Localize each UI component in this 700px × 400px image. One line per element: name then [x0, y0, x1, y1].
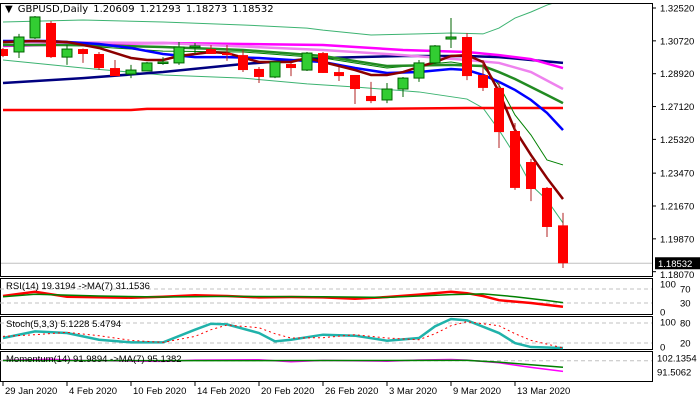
bearish-candle	[462, 37, 472, 77]
bearish-candle	[110, 68, 120, 77]
bullish-candle	[157, 61, 169, 65]
moving-average-line-6	[2, 43, 564, 166]
bearish-candle	[286, 64, 296, 69]
bullish-candle	[413, 62, 425, 79]
bearish-candle	[350, 74, 360, 90]
x-tick-label: 10 Feb 2020	[133, 386, 186, 397]
bearish-candle	[94, 53, 104, 69]
header-high: 1.21293	[139, 4, 181, 15]
indicator-label: Stoch(5,3,3) 5.1228 5.4794	[6, 319, 121, 330]
x-tick-label: 3 Mar 2020	[389, 386, 437, 397]
bearish-candle	[494, 87, 504, 133]
bearish-candle	[318, 53, 328, 73]
bearish-candle	[46, 22, 56, 58]
moving-average-line-7	[3, 43, 564, 105]
bullish-candle	[61, 48, 73, 58]
y-tick-label: 1.23470	[660, 169, 694, 180]
indicator-y-label: 102.1354	[657, 353, 697, 364]
panel-frame-1	[0, 278, 653, 315]
indicator-line-2-1	[2, 359, 564, 368]
x-tick-label: 14 Feb 2020	[197, 386, 250, 397]
bearish-candle	[206, 49, 216, 54]
indicator-y-label: 70	[680, 285, 691, 296]
y-tick-label: 1.27120	[660, 102, 694, 113]
moving-average-line-0	[2, 4, 553, 36]
chart-header: ▼ GBPUSD,Daily 1.20609 1.21293 1.18273 1.1853…	[5, 4, 279, 15]
indicator-y-label: 0	[660, 343, 665, 354]
indicator-y-label: 80	[680, 319, 691, 330]
bearish-candle	[478, 74, 488, 88]
bearish-candle	[254, 68, 264, 77]
bullish-candle	[429, 45, 441, 64]
bullish-candle	[445, 36, 457, 40]
bearish-candle	[238, 55, 248, 71]
indicator-y-label: 100	[660, 318, 676, 329]
moving-average-line-3	[2, 54, 564, 85]
indicator-y-label: 30	[680, 299, 691, 310]
bullish-candle	[125, 69, 137, 75]
indicator-line-0-1	[2, 293, 564, 304]
indicator-y-label: 0	[660, 308, 665, 319]
current-price-label: 1.18532	[658, 259, 692, 270]
x-tick-label: 26 Feb 2020	[325, 386, 378, 397]
collapse-triangle-icon[interactable]: ▼	[5, 4, 13, 15]
y-tick-label: 1.32520	[660, 4, 694, 15]
bullish-candle	[141, 62, 153, 72]
symbol-timeframe: GBPUSD,Daily	[17, 4, 89, 15]
x-tick-label: 13 Mar 2020	[517, 386, 570, 397]
x-tick-label: 29 Jan 2020	[5, 386, 57, 397]
indicator-label: RSI(14) 19.3194 ->MA(7) 31.1536	[6, 281, 150, 292]
bullish-candle	[173, 46, 185, 64]
indicator-y-label: 20	[680, 339, 691, 350]
header-low: 1.18273	[185, 4, 228, 15]
bearish-candle	[334, 72, 344, 77]
bearish-candle	[558, 225, 568, 264]
bearish-candle	[526, 162, 536, 190]
panel-frame-2	[0, 316, 653, 350]
indicator-line-1-0	[2, 317, 564, 350]
moving-average-line-9	[2, 39, 564, 200]
y-tick-label: 1.21670	[660, 201, 694, 212]
bearish-candle	[1, 49, 8, 56]
current-price-box	[655, 257, 700, 270]
bullish-candle	[301, 52, 313, 71]
bullish-candle	[269, 61, 281, 78]
bearish-candle	[78, 49, 88, 54]
y-tick-label: 1.28920	[660, 69, 694, 80]
panel-frame-3	[0, 351, 653, 382]
bullish-candle	[13, 36, 25, 53]
x-tick-label: 9 Mar 2020	[453, 386, 501, 397]
moving-average-line-8	[3, 39, 564, 131]
y-tick-label: 1.18070	[660, 270, 694, 281]
x-tick-label: 4 Feb 2020	[69, 386, 117, 397]
main-plot	[1, 4, 652, 268]
bearish-candle	[222, 53, 232, 56]
panel-frame-0	[0, 3, 653, 277]
indicator-y-label: 100	[660, 280, 676, 291]
bearish-candle	[542, 187, 552, 227]
header-open: 1.20609	[93, 4, 135, 15]
bearish-candle	[510, 130, 520, 188]
y-tick-label: 1.19870	[660, 234, 694, 245]
indicator-label: Momentum(14) 91.9894 ->MA(7) 95.1382	[6, 354, 182, 365]
header-close: 1.18532	[232, 4, 274, 15]
x-tick-label: 20 Feb 2020	[261, 386, 314, 397]
y-tick-label: 1.30720	[660, 36, 694, 47]
y-tick-label: 1.25320	[660, 135, 694, 146]
bullish-candle	[189, 45, 201, 48]
bullish-candle	[381, 88, 393, 101]
bullish-candle	[397, 77, 409, 90]
bullish-candle	[29, 16, 41, 39]
bearish-candle	[366, 95, 376, 102]
indicator-y-label: 91.5062	[657, 367, 691, 378]
moving-average-line-2	[3, 106, 563, 112]
